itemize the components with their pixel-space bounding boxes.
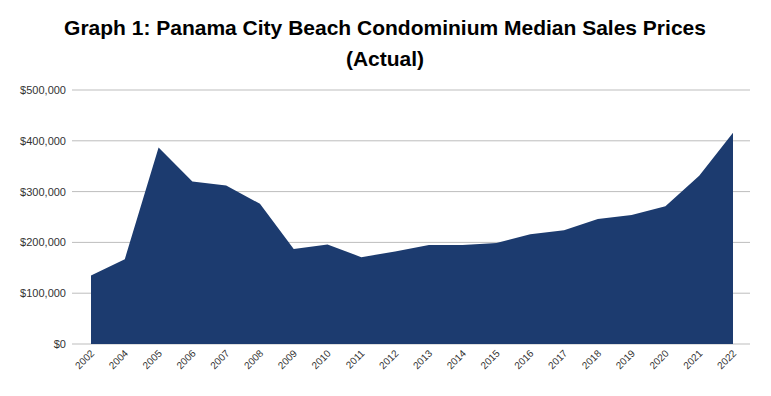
x-tick-label: 2016 (512, 347, 536, 371)
grid-line (72, 140, 750, 141)
y-tick-label: $100,000 (20, 287, 66, 299)
y-tick-label: $0 (54, 338, 66, 350)
x-tick-label: 2021 (681, 347, 705, 371)
x-tick-label: 2004 (107, 347, 131, 371)
x-tick-label: 2005 (140, 347, 164, 371)
x-tick-label: 2008 (242, 347, 266, 371)
x-tick-label: 2009 (276, 347, 300, 371)
y-tick-label: $500,000 (20, 84, 66, 96)
x-tick-label: 2011 (344, 347, 367, 370)
chart-title: Graph 1: Panama City Beach Condominium M… (45, 12, 725, 74)
x-tick-label: 2017 (546, 347, 570, 371)
y-tick-label: $400,000 (20, 135, 66, 147)
y-tick-label: $300,000 (20, 186, 66, 198)
y-tick-label: $200,000 (20, 236, 66, 248)
x-tick-label: 2014 (445, 347, 469, 371)
x-tick-label: 2002 (73, 347, 97, 371)
x-tick-label: 2013 (411, 347, 435, 371)
x-tick-label: 2019 (614, 347, 638, 371)
area (91, 133, 733, 344)
x-tick-label: 2020 (647, 347, 671, 371)
chart: $0 $100,000 $200,000 $300,000 $400,000 $500,0… (0, 0, 771, 396)
x-tick-label: 2006 (174, 347, 198, 371)
x-tick-label: 2010 (309, 347, 333, 371)
x-tick-label: 2015 (478, 347, 502, 371)
x-tick-label: 2007 (208, 347, 232, 371)
x-tick-label: 2012 (377, 347, 401, 371)
x-tick-label: 2018 (580, 347, 604, 371)
plot-area (91, 133, 733, 344)
grid-line (72, 90, 750, 91)
x-tick-label: 2022 (715, 347, 739, 371)
